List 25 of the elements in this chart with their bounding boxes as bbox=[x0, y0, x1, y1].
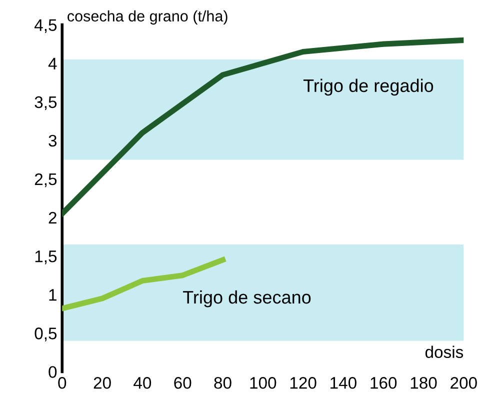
y-tick-label: 4 bbox=[48, 58, 57, 70]
y-tick-label: 1 bbox=[49, 289, 56, 301]
y-tick-label: 3,5 bbox=[34, 96, 57, 110]
y-tick-label: 2 bbox=[48, 212, 56, 224]
y-tick-label: 0 bbox=[48, 366, 57, 378]
x-tick-label: 100 bbox=[250, 377, 276, 389]
y-axis-title: cosecha de grano (t/ha) bbox=[68, 10, 228, 25]
x-tick-label: 120 bbox=[290, 377, 316, 389]
x-tick-label: 0 bbox=[58, 377, 66, 389]
y-tick-label: 3 bbox=[48, 134, 57, 147]
x-tick-label: 60 bbox=[174, 377, 192, 389]
x-tick-label: 20 bbox=[94, 377, 111, 389]
x-tick-label: 140 bbox=[330, 377, 356, 389]
y-tick-label: 2,5 bbox=[34, 173, 57, 188]
x-tick-label: 200 bbox=[450, 377, 477, 389]
y-tick-label: 1,5 bbox=[35, 250, 57, 264]
x-tick-label: 180 bbox=[410, 377, 437, 389]
x-tick-label: 40 bbox=[134, 377, 152, 389]
y-tick-label: 4,5 bbox=[34, 19, 57, 33]
series-label: Trigo de secano bbox=[183, 290, 311, 308]
x-tick-label: 80 bbox=[214, 377, 232, 389]
x-tick-label: 160 bbox=[370, 377, 397, 389]
y-tick-label: 0,5 bbox=[34, 328, 57, 342]
series-label: Trigo de regadio bbox=[303, 78, 434, 96]
x-axis-title: dosis bbox=[425, 346, 464, 358]
